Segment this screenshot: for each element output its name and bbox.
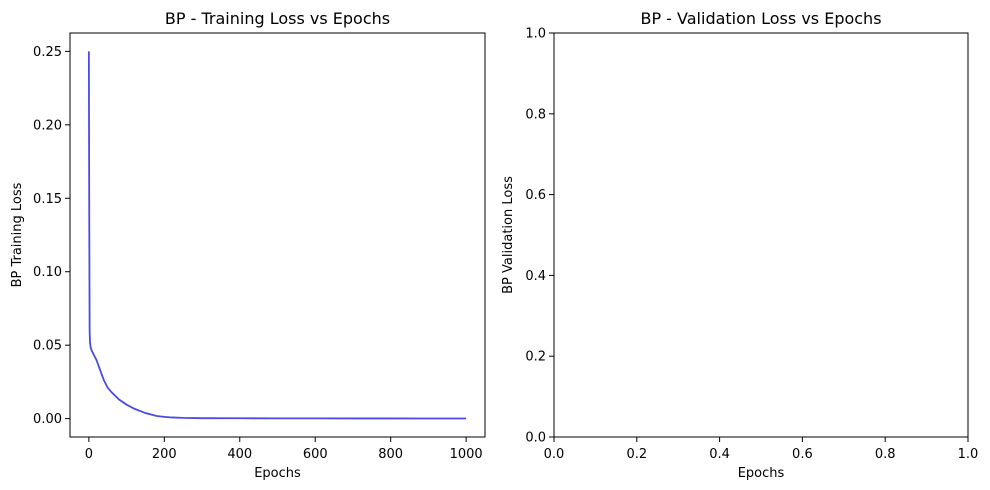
y-tick-label: 0.10: [33, 265, 62, 280]
y-tick-label: 0.0: [525, 431, 546, 446]
training-y-axis-label: BP Training Loss: [10, 182, 25, 287]
x-tick-label: 600: [303, 447, 328, 462]
training-loss-line: [87, 51, 467, 420]
validation-plot-area: [553, 32, 969, 438]
y-tick-label: 0.15: [33, 192, 62, 207]
x-tick-label: 0.4: [709, 447, 730, 462]
x-tick-label: 200: [152, 447, 177, 462]
y-tick-label: 0.2: [525, 350, 546, 365]
y-tick-label: 0.05: [33, 339, 62, 354]
x-tick-label: 0.0: [544, 447, 565, 462]
x-tick-label: 0.6: [792, 447, 813, 462]
y-tick-label: 0.25: [33, 45, 62, 60]
validation-loss-chart: BP - Validation Loss vs Epochs 0.0 0.2 0.4…: [501, 9, 978, 481]
validation-x-axis-label: Epochs: [738, 466, 785, 481]
y-tick-label: 0.00: [33, 412, 62, 427]
training-plot-area: [69, 32, 486, 438]
training-ticks: 0 200 400 600 800 1000 0.00 0.05 0.10 0.15 0.20 0.2…: [33, 45, 483, 462]
x-tick-label: 0.8: [875, 447, 896, 462]
x-tick-label: 1000: [450, 447, 483, 462]
validation-ticks: 0.0 0.2 0.4 0.6 0.8 1.0 0.0 0.2 0.4 0.6 0.8 1.0: [525, 27, 978, 463]
x-tick-label: 0: [85, 447, 93, 462]
validation-y-axis-label: BP Validation Loss: [501, 176, 516, 294]
y-tick-label: 0.6: [525, 188, 546, 203]
x-tick-label: 1.0: [958, 447, 979, 462]
y-tick-label: 1.0: [525, 27, 546, 42]
x-tick-label: 0.2: [626, 447, 647, 462]
validation-chart-title: BP - Validation Loss vs Epochs: [640, 9, 881, 28]
x-tick-label: 400: [227, 447, 252, 462]
x-tick-label: 800: [378, 447, 403, 462]
y-tick-label: 0.4: [525, 269, 546, 284]
training-chart-title: BP - Training Loss vs Epochs: [165, 9, 390, 28]
y-tick-label: 0.20: [33, 118, 62, 133]
training-x-axis-label: Epochs: [254, 466, 301, 481]
training-loss-chart: BP - Training Loss vs Epochs 0 200 400 600 8…: [10, 9, 486, 481]
y-tick-label: 0.8: [525, 107, 546, 122]
